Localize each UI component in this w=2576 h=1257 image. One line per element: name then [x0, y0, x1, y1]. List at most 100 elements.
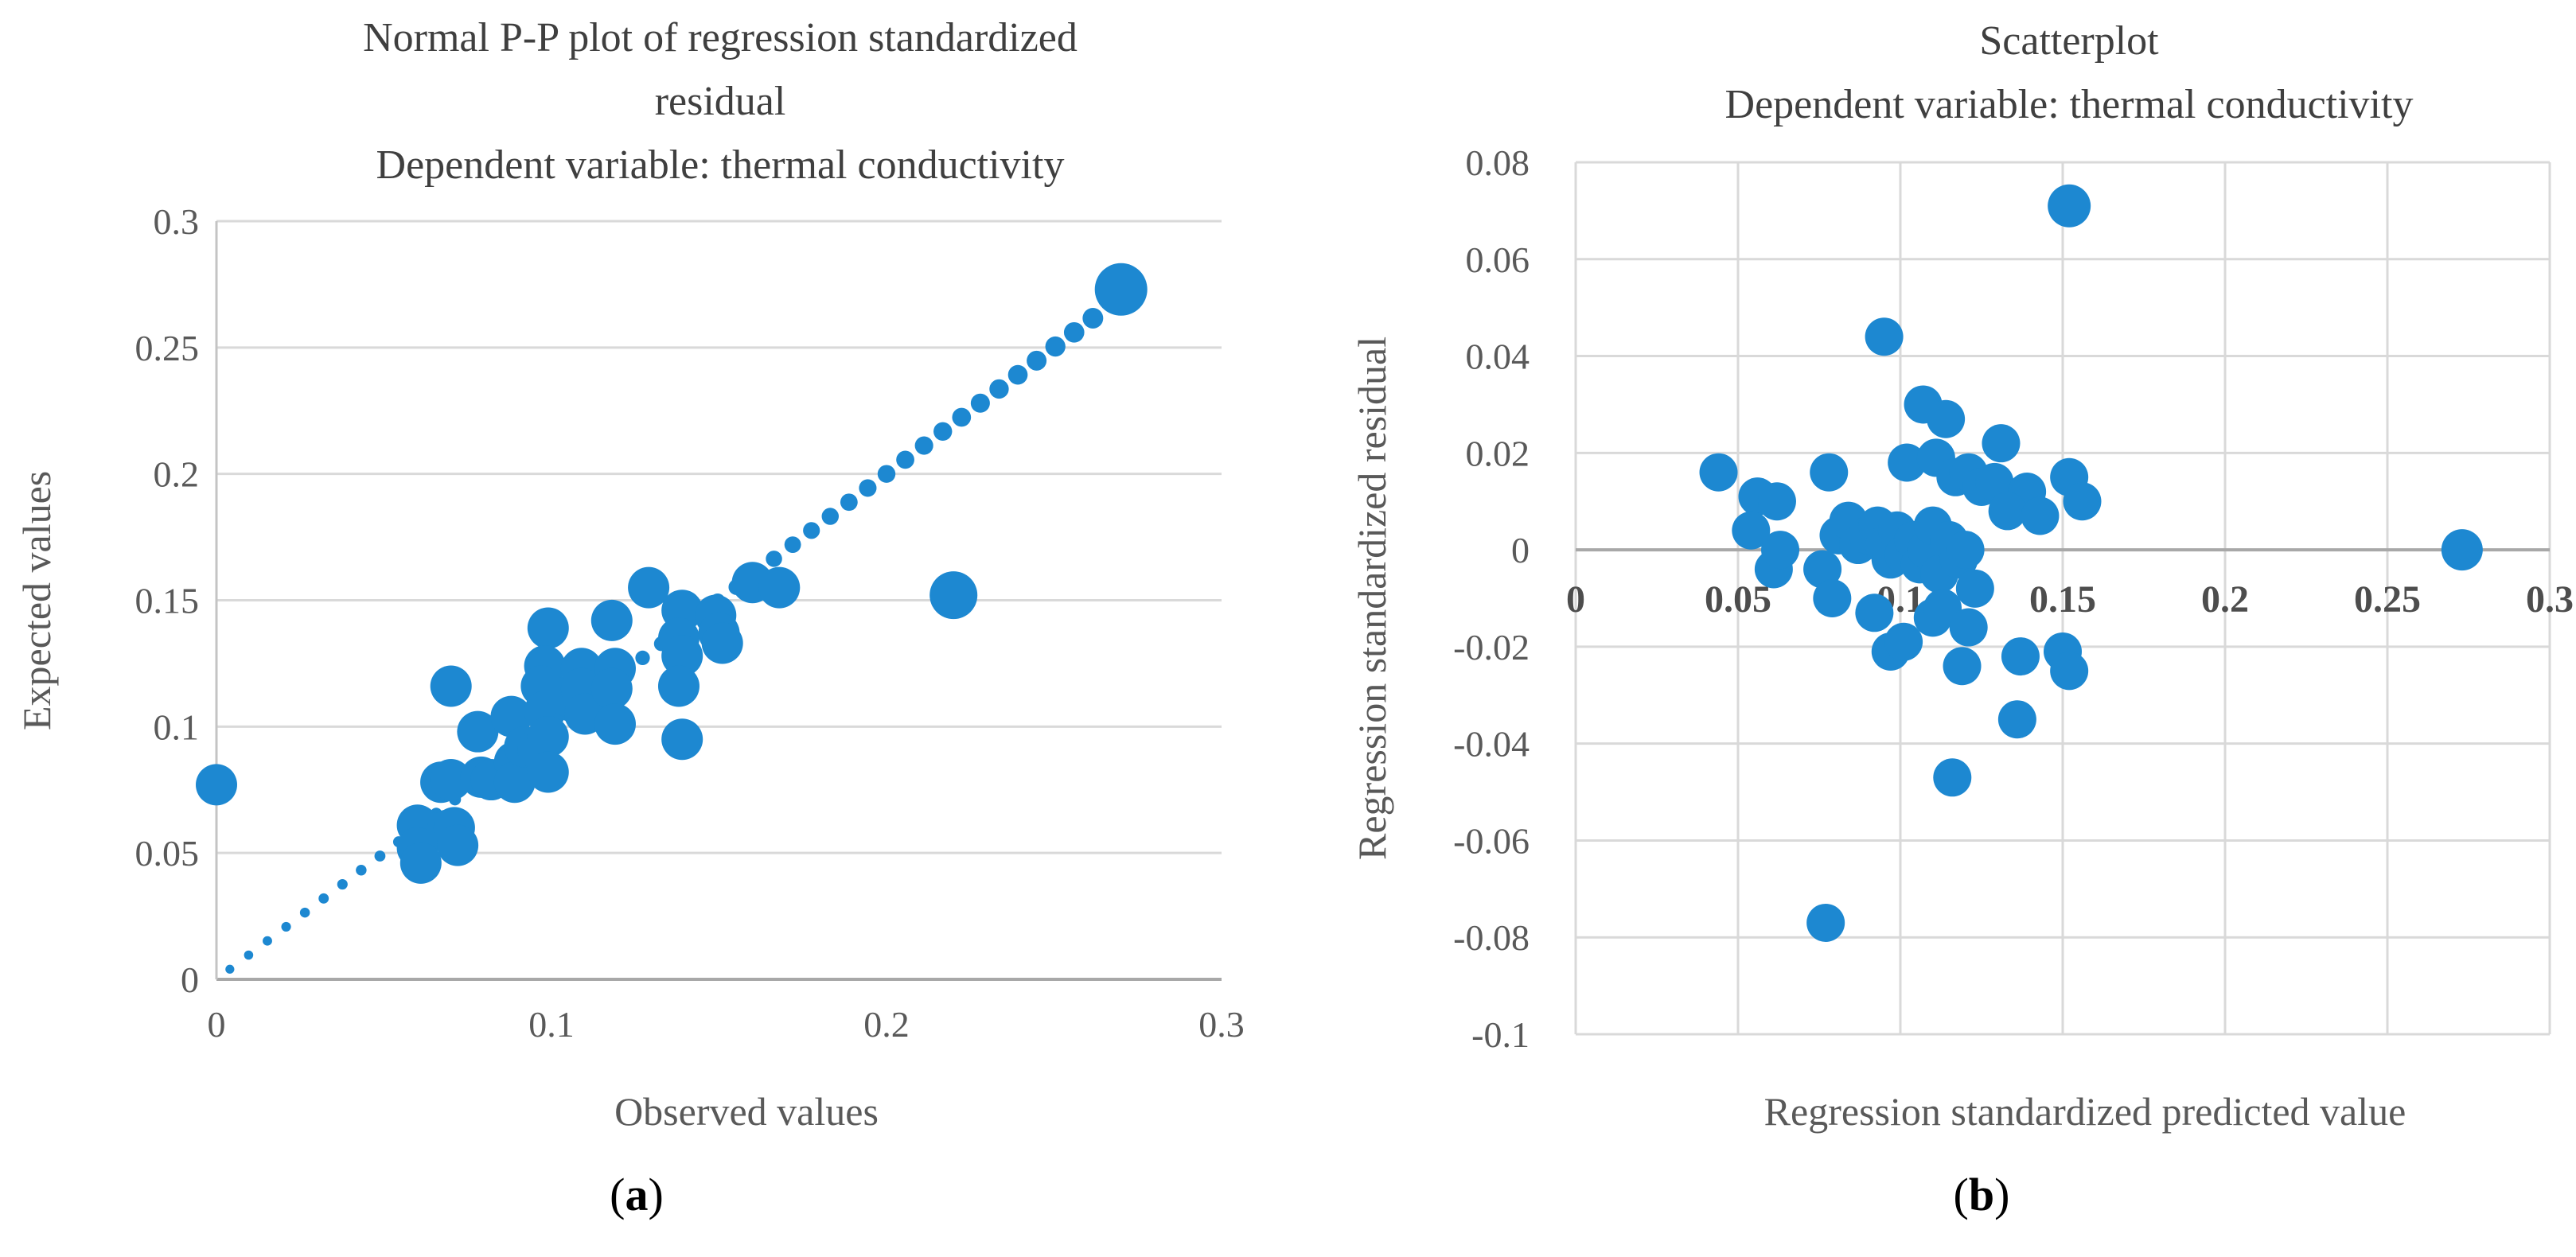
scatterplot-x-axis-title: Regression standardized predicted value: [1763, 1089, 2406, 1134]
y-tick-label: 0.02: [1466, 433, 1530, 473]
data-point: [430, 759, 472, 801]
reference-dot: [766, 551, 782, 567]
pp-plot-subtitle: Dependent variable: thermal conductivity: [376, 142, 1065, 188]
x-tick-label: 0.2: [863, 1004, 910, 1045]
data-point: [527, 716, 569, 758]
data-point: [661, 718, 703, 761]
reference-dot: [933, 422, 953, 441]
data-point: [437, 824, 479, 866]
caption-b: (b): [1954, 1168, 2010, 1221]
data-point: [430, 665, 472, 707]
data-point: [1732, 511, 1771, 550]
reference-dot: [840, 493, 858, 512]
data-point: [1946, 531, 1985, 570]
reference-dot: [784, 536, 801, 554]
data-point: [1927, 399, 1966, 438]
y-tick-label: 0.08: [1466, 142, 1530, 183]
data-point: [1888, 443, 1927, 482]
data-point: [2001, 637, 2040, 676]
data-point: [1810, 453, 1849, 492]
caption-b-paren-open: (: [1953, 1169, 1969, 1220]
data-point: [2063, 482, 2102, 521]
reference-dot: [1027, 350, 1047, 371]
data-point: [590, 667, 633, 710]
data-point: [399, 842, 442, 884]
caption-a-letter: a: [625, 1169, 649, 1220]
y-tick-label: 0.06: [1466, 239, 1530, 280]
reference-dot: [1082, 308, 1104, 329]
data-point: [1803, 550, 1842, 589]
x-tick-label: 0.2: [2201, 578, 2249, 621]
reference-dot: [896, 450, 914, 469]
pp-plot-title-line1: Normal P-P plot of regression standardiz…: [363, 15, 1078, 60]
data-point: [758, 566, 801, 609]
reference-dot: [859, 479, 877, 497]
reference-dot: [970, 393, 990, 413]
data-point: [1806, 903, 1845, 942]
reference-dot: [263, 936, 272, 946]
y-tick-label: 0.3: [154, 201, 200, 242]
data-point: [1094, 263, 1148, 316]
caption-a: (a): [610, 1168, 664, 1221]
data-point: [628, 566, 670, 609]
data-point: [2050, 652, 2089, 691]
scatterplot-title: Scatterplot Dependent variable: thermal …: [1725, 10, 2414, 137]
data-point: [1923, 589, 1962, 628]
y-tick-label: -0.08: [1453, 917, 1530, 958]
data-point: [2021, 496, 2060, 535]
data-point: [1982, 424, 2021, 463]
reference-dot: [803, 522, 820, 539]
pp-plot-y-axis-title: Expected values: [14, 470, 59, 730]
data-point: [493, 761, 536, 804]
data-point: [1943, 647, 1982, 686]
scatterplot-subtitle: Dependent variable: thermal conductivity: [1724, 82, 2414, 127]
y-tick-label: 0.25: [135, 328, 200, 368]
data-point: [929, 571, 978, 620]
y-tick-label: 0.2: [154, 454, 200, 495]
x-tick-label: 0.3: [1198, 1004, 1245, 1045]
x-tick-label: 0.05: [1705, 578, 1771, 621]
data-point: [590, 599, 633, 641]
reference-dot: [337, 878, 348, 890]
y-tick-label: 0.1: [154, 706, 200, 747]
data-point: [1761, 531, 1800, 570]
reference-dot: [877, 465, 896, 483]
reference-dot: [635, 650, 650, 666]
caption-a-paren-open: (: [610, 1169, 625, 1220]
data-point: [1865, 317, 1904, 356]
reference-dot: [952, 407, 972, 427]
reference-dot: [1063, 321, 1085, 343]
residual-scatterplot-chart: 0.08 0.06 0.04 0.02 0 -0.02 -0.04 -0.06 -0.08 -0.…: [1453, 142, 2574, 1055]
y-tick-label: -0.04: [1453, 724, 1530, 765]
reference-dot: [318, 893, 329, 904]
x-tick-label: 0: [1566, 578, 1585, 621]
reference-dot: [1007, 364, 1028, 385]
data-point: [657, 665, 700, 707]
y-tick-label: 0.04: [1466, 337, 1530, 377]
x-tick-label: 0: [208, 1004, 226, 1045]
pp-plot-title: Normal P-P plot of regression standardiz…: [363, 6, 1078, 197]
data-point: [1988, 492, 2027, 531]
reference-dot: [821, 508, 840, 525]
data-point: [1855, 593, 1894, 632]
data-point: [2441, 529, 2483, 571]
data-point: [1813, 579, 1852, 617]
data-point: [1955, 569, 1994, 608]
scatterplot-title-line1: Scatterplot: [1979, 18, 2159, 64]
pp-plot-x-axis-title: Observed values: [614, 1089, 879, 1134]
scatterplot-y-axis-title: Regression standardized residual: [1350, 336, 1394, 861]
reference-dot: [225, 964, 235, 974]
data-point: [1949, 608, 1988, 647]
reference-dot: [914, 436, 933, 455]
data-point: [2048, 184, 2091, 228]
y-tick-label: 0: [181, 959, 199, 1000]
data-point: [1975, 462, 2014, 501]
caption-b-paren-close: ): [1994, 1169, 2010, 1220]
x-tick-label: 0.1: [528, 1004, 575, 1045]
reference-dot: [356, 865, 367, 876]
data-point: [594, 703, 636, 745]
x-tick-label: 0.25: [2354, 578, 2421, 621]
data-point: [196, 764, 237, 806]
y-tick-label: 0.15: [135, 581, 200, 621]
data-point: [1699, 453, 1738, 492]
